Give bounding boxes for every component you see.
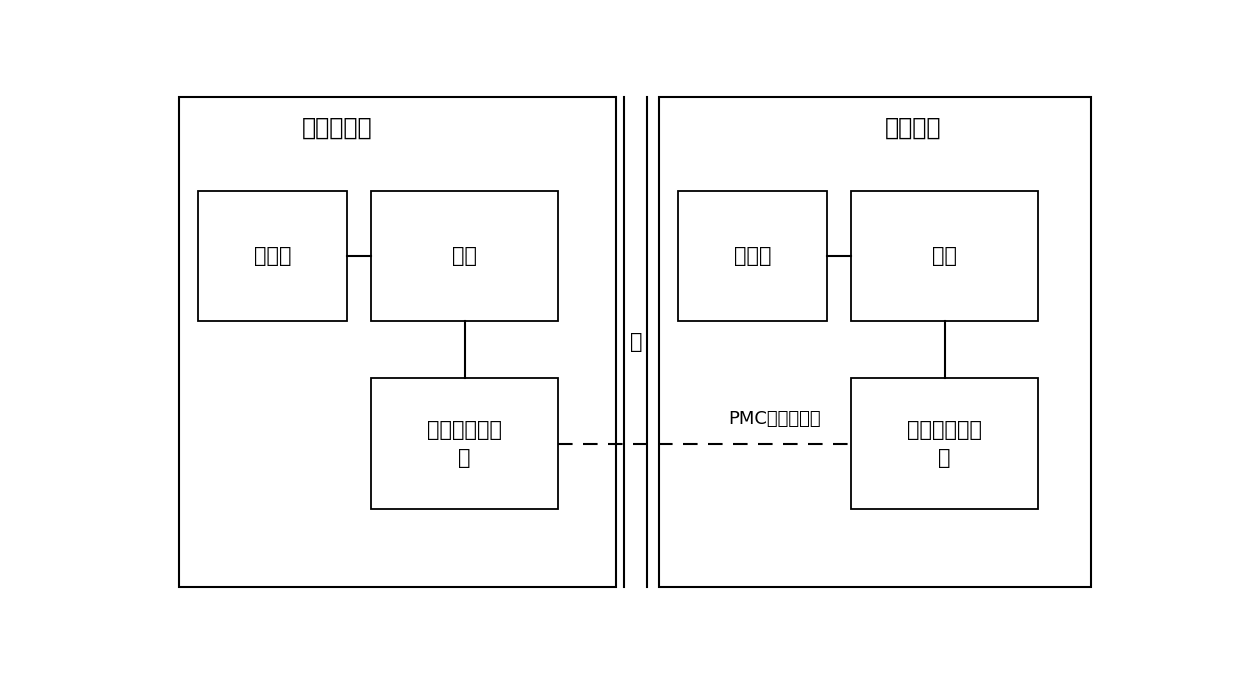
Bar [678,191,828,321]
Bar [178,97,616,587]
Bar [370,191,559,321]
Text: 传输系统交换
机: 传输系统交换 机 [907,420,983,468]
Text: 终端: 终端 [452,246,477,266]
Text: 显示器: 显示器 [254,246,291,266]
Text: 燃料厂房: 燃料厂房 [885,116,942,140]
Text: 终端: 终端 [932,246,958,266]
Bar [851,191,1038,321]
Bar [370,378,559,508]
Bar [198,191,347,321]
Text: 反应堆厂房: 反应堆厂房 [302,116,373,140]
Bar [851,378,1038,508]
Text: 显示器: 显示器 [733,246,772,266]
Text: PMC系统以太网: PMC系统以太网 [727,410,820,428]
Text: 墙: 墙 [629,332,642,352]
Bar [659,97,1092,587]
Text: 传输系统交换
机: 传输系统交换 机 [427,420,502,468]
